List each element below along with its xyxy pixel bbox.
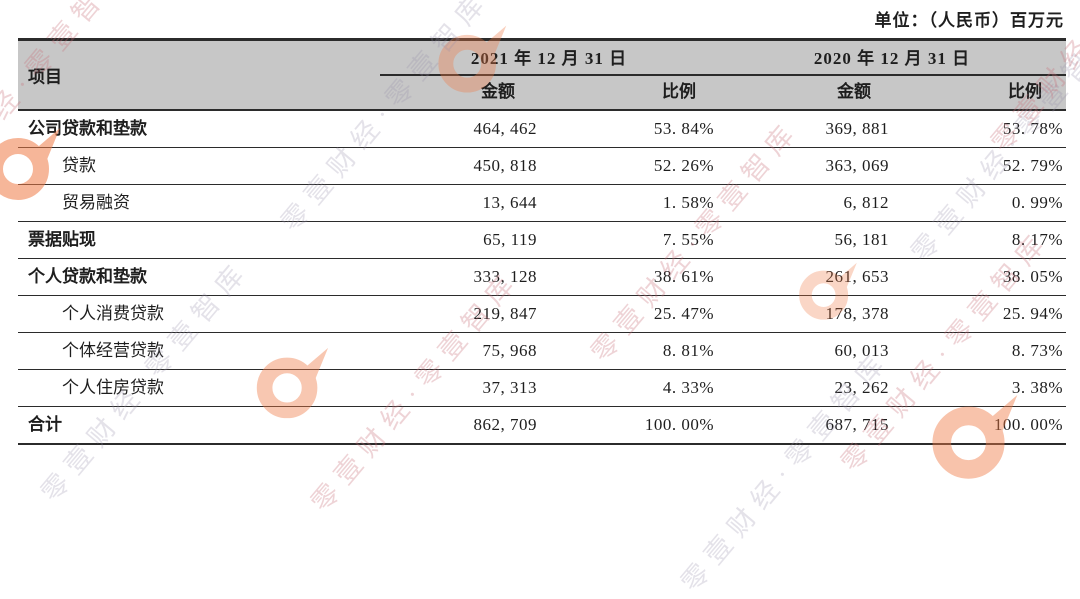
table-row: 个人住房贷款 37, 313 4. 33% 23, 262 3. 38% bbox=[18, 370, 1066, 407]
amount-cell: 65, 119 bbox=[483, 230, 537, 249]
table-row-total: 合计 862, 709 100. 00% 687, 715 100. 00% bbox=[18, 407, 1066, 445]
amount-cell: 60, 013 bbox=[834, 341, 889, 360]
ratio-cell: 3. 38% bbox=[1011, 378, 1063, 397]
amount-cell: 363, 069 bbox=[825, 156, 889, 175]
ratio-cell: 100. 00% bbox=[644, 415, 714, 434]
column-header-amount-2021: 金额 bbox=[481, 82, 515, 101]
ratio-cell: 53. 84% bbox=[653, 119, 714, 138]
row-label: 个人消费贷款 bbox=[62, 304, 164, 323]
row-label: 个人贷款和垫款 bbox=[28, 267, 147, 286]
amount-cell: 178, 378 bbox=[825, 304, 889, 323]
amount-cell: 6, 812 bbox=[843, 193, 889, 212]
amount-cell: 75, 968 bbox=[482, 341, 537, 360]
table-row: 贸易融资 13, 644 1. 58% 6, 812 0. 99% bbox=[18, 185, 1066, 222]
ratio-cell: 8. 81% bbox=[662, 341, 714, 360]
ratio-cell: 38. 61% bbox=[653, 267, 714, 286]
table-row: 公司贷款和垫款 464, 462 53. 84% 369, 881 53. 78… bbox=[18, 111, 1066, 148]
table-row: 个人贷款和垫款 333, 128 38. 61% 261, 653 38. 05… bbox=[18, 259, 1066, 296]
amount-cell: 37, 313 bbox=[482, 378, 537, 397]
amount-cell: 261, 653 bbox=[825, 267, 889, 286]
ratio-cell: 52. 79% bbox=[1002, 156, 1063, 175]
ratio-cell: 1. 58% bbox=[662, 193, 714, 212]
unit-caption: 单位：（人民币）百万元 bbox=[874, 11, 1064, 30]
column-group-2021: 2021 年 12 月 31 日 bbox=[470, 49, 628, 68]
ratio-cell: 8. 73% bbox=[1011, 341, 1063, 360]
amount-cell: 219, 847 bbox=[473, 304, 537, 323]
ratio-cell: 52. 26% bbox=[653, 156, 714, 175]
amount-cell: 862, 709 bbox=[473, 415, 537, 434]
ratio-cell: 25. 94% bbox=[1002, 304, 1063, 323]
ratio-cell: 100. 00% bbox=[993, 415, 1063, 434]
ratio-cell: 53. 78% bbox=[1002, 119, 1063, 138]
ratio-cell: 38. 05% bbox=[1002, 267, 1063, 286]
row-label: 贸易融资 bbox=[62, 193, 130, 212]
column-header-ratio-2020: 比例 bbox=[1008, 82, 1042, 101]
amount-cell: 13, 644 bbox=[482, 193, 537, 212]
row-label: 合计 bbox=[28, 415, 62, 434]
column-header-ratio-2021: 比例 bbox=[662, 82, 696, 101]
table-row: 票据贴现 65, 119 7. 55% 56, 181 8. 17% bbox=[18, 222, 1066, 259]
table-row: 个人消费贷款 219, 847 25. 47% 178, 378 25. 94% bbox=[18, 296, 1066, 333]
column-header-item: 项目 bbox=[28, 67, 62, 87]
ratio-cell: 0. 99% bbox=[1011, 193, 1063, 212]
amount-cell: 23, 262 bbox=[834, 378, 889, 397]
header-group-underline bbox=[380, 74, 1066, 76]
ratio-cell: 25. 47% bbox=[653, 304, 714, 323]
amount-cell: 333, 128 bbox=[473, 267, 537, 286]
row-label: 公司贷款和垫款 bbox=[28, 119, 147, 138]
table-row: 贷款 450, 818 52. 26% 363, 069 52. 79% bbox=[18, 148, 1066, 185]
amount-cell: 369, 881 bbox=[825, 119, 889, 138]
column-group-2020: 2020 年 12 月 31 日 bbox=[813, 49, 971, 68]
row-label: 个人住房贷款 bbox=[62, 378, 164, 397]
column-header-amount-2020: 金额 bbox=[837, 82, 871, 101]
amount-cell: 450, 818 bbox=[473, 156, 537, 175]
table-row: 个体经营贷款 75, 968 8. 81% 60, 013 8. 73% bbox=[18, 333, 1066, 370]
amount-cell: 56, 181 bbox=[834, 230, 889, 249]
table-header: 项目 2021 年 12 月 31 日 2020 年 12 月 31 日 金额 … bbox=[18, 41, 1066, 111]
ratio-cell: 7. 55% bbox=[662, 230, 714, 249]
row-label: 贷款 bbox=[62, 156, 96, 175]
row-label: 个体经营贷款 bbox=[62, 341, 164, 360]
row-label: 票据贴现 bbox=[28, 230, 96, 249]
ratio-cell: 8. 17% bbox=[1011, 230, 1063, 249]
amount-cell: 687, 715 bbox=[825, 415, 889, 434]
amount-cell: 464, 462 bbox=[473, 119, 537, 138]
loan-breakdown-table: 项目 2021 年 12 月 31 日 2020 年 12 月 31 日 金额 … bbox=[18, 38, 1066, 445]
ratio-cell: 4. 33% bbox=[662, 378, 714, 397]
